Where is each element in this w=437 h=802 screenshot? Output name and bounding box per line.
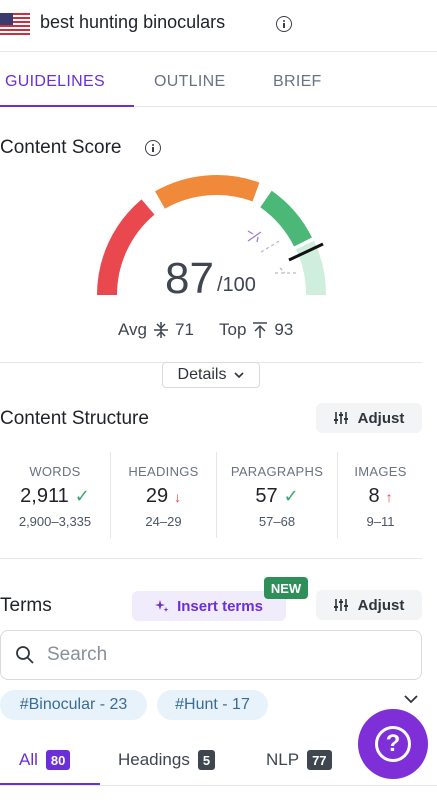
active-tab-underline xyxy=(0,105,134,107)
top-marker xyxy=(247,230,262,243)
gauge-needle xyxy=(288,242,324,262)
stat-label: HEADINGS xyxy=(128,464,199,479)
content-structure-title: Content Structure xyxy=(0,408,149,429)
adjust-label: Adjust xyxy=(357,409,405,427)
filter-tab-all[interactable]: All 80 xyxy=(19,750,71,770)
structure-divider xyxy=(0,558,422,559)
stat-range: 57–68 xyxy=(258,514,296,529)
stat-divider xyxy=(110,452,111,538)
stat-number: 8 xyxy=(368,485,380,507)
check-icon: ✓ xyxy=(283,486,299,506)
filter-tab-nlp[interactable]: NLP 77 xyxy=(266,750,332,770)
stat-value: 57 ✓ xyxy=(217,485,337,508)
stat-label: IMAGES xyxy=(354,464,407,479)
count-badge: 5 xyxy=(197,750,216,770)
chevron-down-icon[interactable] xyxy=(403,694,419,704)
stat-value: 2,911 ✓ xyxy=(0,485,110,508)
stat-number: 2,911 xyxy=(20,485,69,507)
stat-number: 57 xyxy=(255,485,278,507)
search-input[interactable] xyxy=(47,644,407,666)
term-chip-binocular[interactable]: #Binocular - 23 xyxy=(0,690,147,720)
sliders-icon xyxy=(333,599,348,611)
avg-icon xyxy=(154,322,168,338)
stat-paragraphs: PARAGRAPHS 57 ✓ 57–68 xyxy=(217,452,337,538)
filter-tab-label: All xyxy=(19,750,38,769)
gauge-high-segment xyxy=(260,190,312,247)
question-icon: ? xyxy=(375,726,411,762)
stat-range: 2,900–3,335 xyxy=(18,514,92,529)
top-icon xyxy=(253,322,268,338)
gauge-low-segment xyxy=(97,199,155,296)
stat-label: WORDS xyxy=(29,464,81,479)
filter-tab-label: NLP xyxy=(266,750,300,769)
score-value: 87 xyxy=(165,254,214,303)
structure-adjust-button[interactable]: Adjust xyxy=(316,403,422,433)
us-flag-icon xyxy=(0,13,30,35)
details-label: Details xyxy=(177,366,227,383)
new-badge: NEW xyxy=(264,577,308,599)
content-score-title: Content Score xyxy=(0,137,122,158)
score-info-icon[interactable] xyxy=(145,140,161,156)
stat-words: WORDS 2,911 ✓ 2,900–3,335 xyxy=(0,452,110,538)
gauge-target-segment xyxy=(295,240,327,296)
top-value: 93 xyxy=(274,320,294,339)
sparkle-icon xyxy=(155,600,169,612)
gauge-mid-segment xyxy=(155,175,260,209)
keyword-header: best hunting binoculars xyxy=(0,0,437,52)
stat-divider xyxy=(337,452,338,538)
terms-filter-tabs: All 80 Headings 5 NLP 77 xyxy=(0,738,437,786)
count-badge: 77 xyxy=(307,750,332,770)
main-tabs: GUIDELINES OUTLINE BRIEF xyxy=(0,55,437,107)
top-score: Top 93 xyxy=(219,320,293,340)
score-max: /100 xyxy=(217,274,256,296)
tab-outline[interactable]: OUTLINE xyxy=(154,73,226,90)
term-chip-hunt[interactable]: #Hunt - 17 xyxy=(157,690,268,720)
terms-title: Terms xyxy=(0,595,52,616)
stat-images: IMAGES 8 ↑ 9–11 xyxy=(338,452,423,538)
structure-stats: WORDS 2,911 ✓ 2,900–3,335 HEADINGS 29 ↓ 24… xyxy=(0,452,437,544)
info-icon[interactable] xyxy=(276,16,292,32)
chevron-down-icon xyxy=(234,371,245,378)
tab-guidelines[interactable]: GUIDELINES xyxy=(5,73,105,90)
avg-label: Avg xyxy=(118,320,147,339)
adjust-label: Adjust xyxy=(357,596,405,614)
insert-terms-label: Insert terms xyxy=(177,597,263,615)
avg-marker xyxy=(260,239,297,274)
insert-terms-button[interactable]: Insert terms xyxy=(132,591,286,621)
keyword-title: best hunting binoculars xyxy=(40,12,226,32)
terms-search xyxy=(0,630,422,680)
count-badge: 80 xyxy=(45,750,71,770)
stat-range: 24–29 xyxy=(145,514,182,529)
sliders-icon xyxy=(333,412,348,424)
stat-label: PARAGRAPHS xyxy=(230,464,324,479)
stat-headings: HEADINGS 29 ↓ 24–29 xyxy=(111,452,216,538)
stat-value: 29 ↓ xyxy=(111,485,216,508)
help-button[interactable]: ? xyxy=(358,709,428,779)
terms-adjust-button[interactable]: Adjust xyxy=(316,590,422,620)
details-button[interactable]: Details xyxy=(162,362,260,388)
avg-value: 71 xyxy=(175,320,194,339)
avg-score: Avg 71 xyxy=(118,320,194,340)
tab-brief[interactable]: BRIEF xyxy=(273,73,322,90)
check-icon: ✓ xyxy=(74,486,90,506)
filter-tab-headings[interactable]: Headings 5 xyxy=(118,750,216,770)
stat-divider xyxy=(216,452,217,538)
arrow-up-icon: ↑ xyxy=(385,488,393,505)
stat-number: 29 xyxy=(145,485,169,507)
filter-tab-label: Headings xyxy=(118,750,190,769)
stat-value: 8 ↑ xyxy=(338,485,423,508)
stat-range: 9–11 xyxy=(366,514,395,529)
search-icon xyxy=(16,646,34,664)
top-label: Top xyxy=(219,320,247,339)
arrow-down-icon: ↓ xyxy=(174,488,182,505)
help-glyph: ? xyxy=(385,730,401,757)
score-gauge xyxy=(97,175,327,296)
active-filter-underline xyxy=(0,783,100,785)
